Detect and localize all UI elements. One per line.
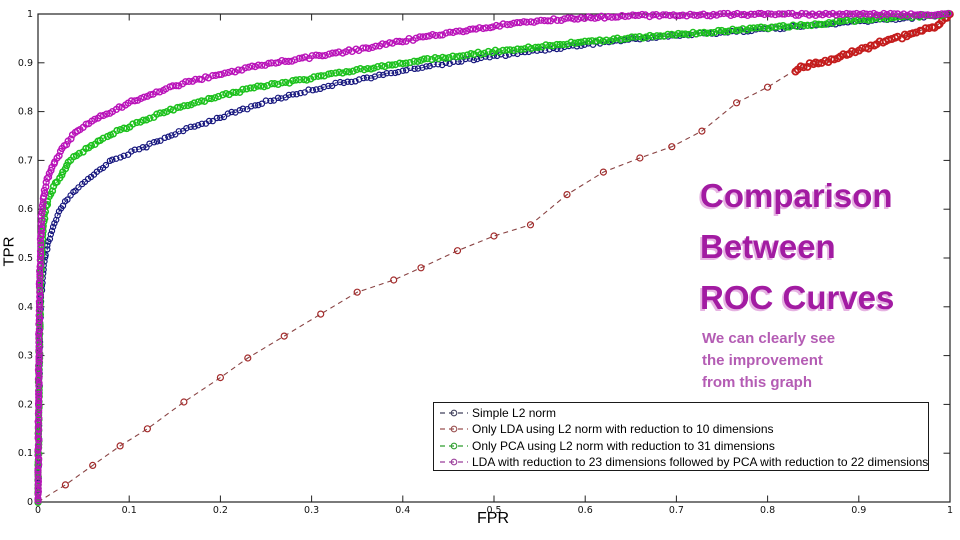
y-tick-label: 0.4 (18, 302, 33, 313)
y-tick-label: 0.3 (18, 351, 33, 362)
x-tick-label: 1 (947, 505, 953, 516)
y-tick-label: 0.1 (18, 448, 33, 459)
y-tick-label: 0.6 (18, 204, 33, 215)
chart-legend: Simple L2 norm Only LDA using L2 norm wit… (433, 402, 929, 471)
legend-label: LDA with reduction to 23 dimensions foll… (472, 454, 929, 469)
y-tick-label: 0.2 (18, 399, 33, 410)
slide-subtitle-line: We can clearly see (702, 330, 836, 347)
slide-subtitle-line: the improvement (702, 352, 823, 369)
series-only-lda-using-l2-norm-with-reduction-to (37, 10, 954, 503)
legend-row: Only LDA using L2 norm with reduction to… (439, 422, 924, 437)
x-tick-label: 0.7 (669, 505, 684, 516)
legend-label: Only PCA using L2 norm with reduction to… (472, 438, 775, 453)
x-tick-label: 0.4 (395, 505, 410, 516)
x-tick-label: 0.6 (578, 505, 593, 516)
y-tick-label: 0 (27, 497, 33, 508)
slide-subtitle-line: from this graph (702, 374, 813, 391)
slide-subtitle: We can clearly see the improvement from th… (702, 328, 922, 394)
y-tick-label: 0.5 (18, 253, 33, 264)
legend-marker-only-lda-using-l2-norm-with-reduction-to (440, 426, 468, 433)
x-tick-label: 0.3 (304, 505, 319, 516)
legend-marker-simple-l2-norm (440, 409, 468, 417)
legend-label: Only LDA using L2 norm with reduction to… (472, 422, 774, 437)
x-tick-label: 0.2 (213, 505, 228, 516)
x-tick-label: 0 (35, 505, 41, 516)
slide-title-line: Comparison (700, 177, 893, 214)
slide-title: Comparison Between ROC Curves (700, 170, 950, 323)
y-tick-label: 0.8 (18, 107, 33, 118)
y-axis-label: TPR (0, 236, 18, 267)
series-lda-with-reduction-to-23-dimensions-foll (34, 9, 953, 505)
legend-row: Simple L2 norm (439, 406, 924, 421)
slide-title-line: Between (700, 228, 836, 265)
y-tick-label: 0.7 (18, 155, 33, 166)
y-tick-label: 1 (27, 9, 33, 20)
legend-marker-only-pca-using-l2-norm-with-reduction-to (440, 442, 468, 449)
x-tick-label: 0.8 (760, 505, 775, 516)
x-tick-label: 0.5 (486, 505, 501, 516)
legend-marker-lda-with-reduction-to-23-dimensions-foll (440, 458, 468, 466)
x-tick-label: 0.1 (122, 505, 137, 516)
legend-row: LDA with reduction to 23 dimensions foll… (439, 454, 928, 469)
x-tick-label: 0.9 (851, 505, 866, 516)
axes: 0 0.1 0.2 0.3 0.4 0.5 0.6 0.7 0.8 0.9 1 0 0.1 0.2 0.3 0… (18, 9, 953, 516)
x-axis-label: FPR (477, 510, 509, 527)
legend-row: Only PCA using L2 norm with reduction to… (439, 438, 924, 453)
slide-title-line: ROC Curves (700, 279, 895, 316)
y-tick-label: 0.9 (18, 58, 33, 69)
legend-label: Simple L2 norm (472, 406, 557, 421)
